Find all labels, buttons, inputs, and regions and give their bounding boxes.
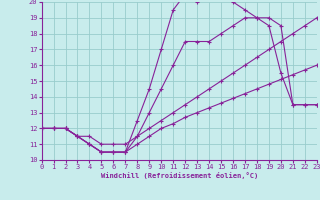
X-axis label: Windchill (Refroidissement éolien,°C): Windchill (Refroidissement éolien,°C) xyxy=(100,172,258,179)
